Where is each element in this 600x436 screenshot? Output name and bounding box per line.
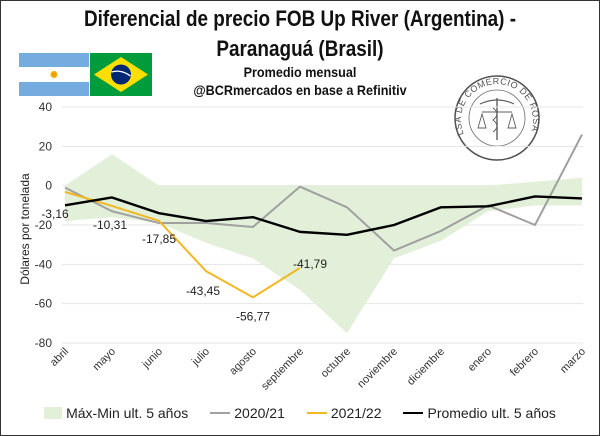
series-line-promedio-ult-5-a-os xyxy=(64,195,583,237)
legend-item-2021-22[interactable]: 2021/22 xyxy=(306,405,382,421)
y-tick-label: -40 xyxy=(35,257,53,271)
y-tick-label: -60 xyxy=(35,297,53,311)
x-tick-label: septiembre xyxy=(259,346,306,393)
y-axis-title: Dólares por tonelada xyxy=(18,173,32,285)
x-tick-label: diciembre xyxy=(405,346,447,388)
legend-item-2020-21[interactable]: 2020/21 xyxy=(210,405,285,421)
data-label-2021-22: -43,45 xyxy=(186,284,220,298)
x-tick-label: agosto xyxy=(227,346,259,378)
series-line-2021-22 xyxy=(64,190,301,299)
x-tick-label: mayo xyxy=(91,346,119,374)
data-label-2021-22: -3,16 xyxy=(41,207,69,221)
series-line-2020-21 xyxy=(64,134,583,252)
band-layer xyxy=(65,154,582,334)
legend-swatch-band xyxy=(44,407,63,419)
x-tick-label: junio xyxy=(139,346,165,372)
data-label-2021-22: -10,31 xyxy=(93,218,127,232)
legend-label: Máx-Min ult. 5 años xyxy=(66,405,189,421)
legend-swatch-2021-22 xyxy=(306,412,327,414)
legend-item-band[interactable]: Máx-Min ult. 5 años xyxy=(44,405,188,421)
y-axis-ticks: 40 20 0 -20 -40 -60 -80 xyxy=(35,100,53,350)
y-tick-label: 20 xyxy=(39,139,53,153)
y-tick-label: -80 xyxy=(35,336,53,350)
chart-title-line1: Diferencial de precio FOB Up River (Arge… xyxy=(83,6,517,31)
series-layer xyxy=(64,134,583,299)
band-max-min-area xyxy=(65,154,582,334)
y-tick-label: 40 xyxy=(39,100,53,114)
x-axis-ticks: abril mayo junio julio agosto septiembre octub… xyxy=(48,346,588,393)
legend-label: 2020/21 xyxy=(234,405,285,421)
x-tick-label: julio xyxy=(189,346,212,369)
x-tick-label: febrero xyxy=(508,346,541,379)
chart-title-line2: Paranaguá (Brasil) xyxy=(216,36,384,61)
chart-legend: Máx-Min ult. 5 años 2020/21 2021/22 Prom… xyxy=(0,405,600,421)
x-tick-label: enero xyxy=(466,346,494,374)
legend-swatch-2020-21 xyxy=(210,412,231,414)
chart-subtitle: Promedio mensual xyxy=(243,64,357,80)
legend-item-promedio[interactable]: Promedio ult. 5 años xyxy=(403,405,556,421)
data-labels: -3,16 -10,31 -17,85 -43,45 -56,77 -41,79 xyxy=(41,207,327,323)
data-label-2021-22: -41,79 xyxy=(293,257,327,271)
y-tick-label: 0 xyxy=(45,179,52,193)
x-tick-label: noviembre xyxy=(355,346,400,391)
legend-swatch-promedio xyxy=(403,412,424,414)
legend-label: 2021/22 xyxy=(330,405,382,421)
legend-label: Promedio ult. 5 años xyxy=(427,405,556,421)
data-label-2021-22: -17,85 xyxy=(142,232,176,246)
chart-source: @BCRmercados en base a Refinitiv xyxy=(193,82,407,98)
x-tick-label: marzo xyxy=(558,346,588,376)
data-label-2021-22: -56,77 xyxy=(236,309,270,323)
y-tick-label: -20 xyxy=(35,218,53,232)
x-tick-label: octubre xyxy=(319,346,353,380)
